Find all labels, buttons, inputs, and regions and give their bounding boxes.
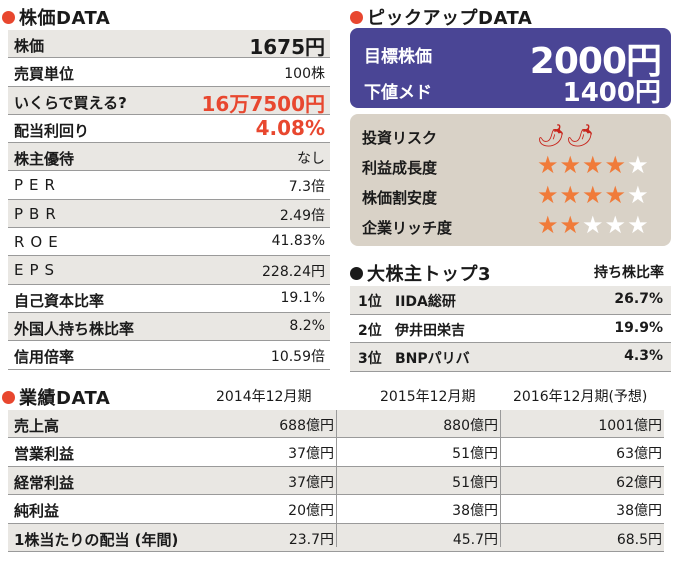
star-icon: ★ bbox=[627, 211, 650, 239]
rating-row: 株価割安度 ★★★★★ bbox=[362, 181, 650, 209]
star-icon: ★ bbox=[559, 151, 583, 179]
star-icon: ★ bbox=[627, 181, 650, 209]
star-icon: ★ bbox=[537, 151, 560, 179]
column-divider bbox=[500, 410, 501, 547]
column-divider bbox=[336, 410, 337, 547]
performance-section-title: 業績DATA bbox=[2, 384, 110, 410]
star-icon: ★ bbox=[627, 151, 650, 179]
star-icon: ★ bbox=[604, 151, 628, 179]
table-row: 2位 伊井田栄吉 19.9% bbox=[350, 315, 671, 343]
pepper-icon: 🌶🌶 bbox=[537, 122, 595, 150]
star-icon: ★★★★★ bbox=[537, 152, 650, 178]
column-header: 2015年12月期 bbox=[380, 389, 476, 405]
table-row: EPS 228.24円 bbox=[8, 256, 330, 285]
rating-box: 投資リスク 🌶🌶 利益成長度 ★★★★★ 株価割安度 ★★★★★ 企業リッチ度 … bbox=[350, 114, 671, 246]
table-row: 1株当たりの配当 (年間) 23.7円 45.7円 68.5円 bbox=[8, 523, 664, 552]
target-price-value: 2000円 bbox=[529, 41, 662, 82]
star-icon: ★ bbox=[582, 151, 605, 179]
bullet-icon bbox=[2, 390, 15, 404]
rating-row: 利益成長度 ★★★★★ bbox=[362, 151, 650, 179]
shareholders-table: 1位 IIDA総研 26.7% 2位 伊井田栄吉 19.9% 3位 BNPパリバ 4.3% bbox=[350, 286, 671, 372]
pickup-section-title: ピックアップDATA bbox=[350, 4, 532, 30]
table-row: 3位 BNPパリバ 4.3% bbox=[350, 343, 671, 372]
table-row: 自己資本比率 19.1% bbox=[8, 285, 330, 313]
table-row: PER 7.3倍 bbox=[8, 171, 330, 200]
table-row: 1位 IIDA総研 26.7% bbox=[350, 286, 671, 315]
column-header: 2016年12月期(予想) bbox=[513, 389, 648, 405]
star-icon: ★ bbox=[604, 181, 628, 209]
shareholders-section-title: 大株主トップ3 bbox=[350, 260, 491, 286]
star-icon: ★ bbox=[537, 211, 560, 239]
star-icon: ★ bbox=[582, 181, 605, 209]
floor-price-label: 下値メド bbox=[364, 83, 432, 103]
star-icon: ★ bbox=[582, 211, 605, 239]
star-icon: ★ bbox=[537, 181, 560, 209]
table-row: いくらで買える? 16万7500円 bbox=[8, 86, 330, 116]
pepper-icon: 🌶 bbox=[565, 124, 595, 149]
target-price-box: 目標株価 2000円 下値メド 1400円 bbox=[350, 28, 671, 108]
stock-section-title: 株価DATA bbox=[2, 4, 110, 30]
rating-row: 投資リスク 🌶🌶 bbox=[362, 122, 595, 150]
star-icon: ★★★★★ bbox=[537, 182, 650, 208]
star-icon: ★ bbox=[559, 211, 583, 239]
table-row: 配当利回り 4.08% bbox=[8, 115, 330, 144]
star-icon: ★ bbox=[559, 181, 583, 209]
bullet-icon bbox=[2, 10, 15, 24]
table-row: 株価 1675円 bbox=[8, 30, 330, 59]
star-icon: ★ bbox=[604, 211, 628, 239]
table-row: PBR 2.49倍 bbox=[8, 199, 330, 229]
table-row: ROE 41.83% bbox=[8, 228, 330, 257]
table-row: 株主優待 なし bbox=[8, 143, 330, 172]
star-icon: ★★★★★ bbox=[537, 212, 650, 238]
bullet-icon bbox=[350, 266, 363, 280]
bullet-icon bbox=[350, 10, 363, 24]
column-header: 2014年12月期 bbox=[216, 389, 312, 405]
rating-row: 企業リッチ度 ★★★★★ bbox=[362, 211, 650, 239]
shareholding-ratio-header: 持ち株比率 bbox=[594, 265, 664, 281]
pepper-icon: 🌶 bbox=[537, 124, 566, 149]
table-row: 信用倍率 10.59倍 bbox=[8, 341, 330, 370]
stock-table: 株価 1675円 売買単位 100株 いくらで買える? 16万7500円 配当利回り 4… bbox=[8, 30, 330, 370]
target-price-label: 目標株価 bbox=[364, 47, 432, 67]
floor-price-value: 1400円 bbox=[562, 78, 661, 108]
table-row: 外国人持ち株比率 8.2% bbox=[8, 312, 330, 342]
table-row: 売買単位 100株 bbox=[8, 58, 330, 87]
